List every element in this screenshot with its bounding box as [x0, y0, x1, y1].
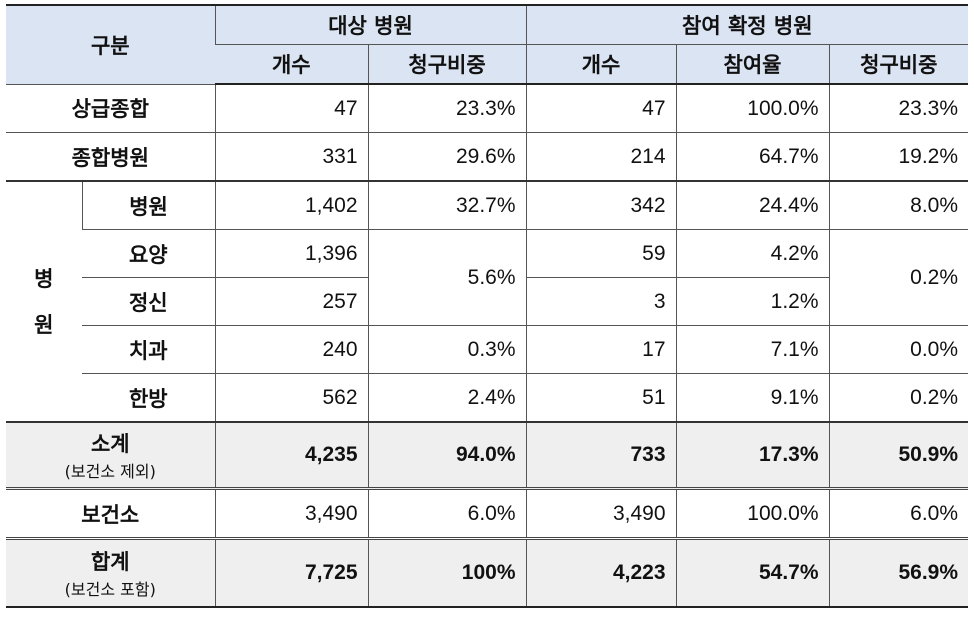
table-row: 요양 1,396 5.6% 59 4.2% 0.2% — [6, 229, 969, 326]
cell-share: 29.6% — [367, 132, 527, 182]
hospital-group-char-1: 병 — [34, 266, 54, 291]
cell-share2: 56.9% — [828, 538, 969, 608]
row-label: 병원 — [81, 181, 216, 230]
hospital-group-label: 병 원 — [6, 181, 82, 423]
cell-share: 2.4% — [367, 373, 527, 423]
cell-count2: 4,223 — [525, 538, 677, 608]
header-count-confirmed: 개수 — [525, 44, 677, 85]
cell-rate: 9.1% — [675, 373, 830, 423]
row-label: 정신 — [82, 277, 216, 326]
header-category: 구분 — [6, 4, 216, 85]
cell-share2: 23.3% — [828, 84, 969, 133]
total-row: 합계 (보건소 포함) 7,725 100% 4,223 54.7% 56.9% — [6, 538, 969, 608]
header-claim-share-confirmed: 청구비중 — [828, 44, 969, 85]
cell-count: 331 — [214, 132, 369, 182]
cell-share2: 19.2% — [828, 132, 969, 182]
row-label: 보건소 — [6, 488, 216, 540]
cell-count2: 3 — [525, 277, 677, 326]
cell-share: 23.3% — [367, 84, 527, 133]
cell-share2: 0.0% — [828, 325, 969, 374]
total-note: (보건소 포함) — [64, 580, 156, 599]
total-label: 합계 — [90, 550, 130, 574]
row-label: 종합병원 — [6, 132, 216, 182]
cell-count: 562 — [214, 373, 369, 423]
row-label: 상급종합 — [6, 84, 216, 133]
row-label: 요양 — [82, 229, 216, 278]
cell-share2-merged: 0.2% — [828, 229, 969, 326]
cell-count2: 17 — [525, 325, 677, 374]
cell-rate: 1.2% — [675, 277, 830, 326]
cell-count: 257 — [214, 277, 369, 326]
row-label: 소계 (보건소 제외) — [6, 422, 216, 490]
cell-rate: 100.0% — [675, 84, 830, 133]
header-row-2: 개수 청구비중 개수 참여율 청구비중 — [6, 44, 969, 85]
row-label: 합계 (보건소 포함) — [6, 538, 216, 608]
cell-count2: 3,490 — [525, 488, 677, 540]
cell-count: 4,235 — [214, 422, 369, 490]
cell-count: 240 — [214, 325, 369, 374]
cell-share: 94.0% — [367, 422, 527, 490]
cell-rate: 54.7% — [675, 538, 830, 608]
cell-count2: 214 — [525, 132, 677, 182]
header-claim-share: 청구비중 — [367, 44, 527, 85]
header-count: 개수 — [215, 44, 369, 85]
cell-count: 1,402 — [214, 181, 369, 230]
cell-share2: 50.9% — [828, 422, 969, 490]
cell-rate: 17.3% — [675, 422, 830, 490]
hospital-group-char-2: 원 — [34, 312, 54, 337]
table-row: 치과 240 0.3% 17 7.1% 0.0% — [6, 325, 969, 374]
cell-count: 47 — [214, 84, 369, 133]
header-participation-rate: 참여율 — [675, 44, 830, 85]
hospital-participation-table: 구분 대상 병원 참여 확정 병원 개수 청구비중 개수 참여율 청구비중 상급… — [6, 4, 969, 608]
cell-share-merged: 5.6% — [367, 229, 527, 326]
cell-rate: 24.4% — [675, 181, 830, 230]
cell-count2: 733 — [525, 422, 677, 490]
cell-share: 100% — [367, 538, 527, 608]
table-row: 상급종합 47 23.3% 47 100.0% 23.3% — [6, 84, 969, 133]
cell-rate: 64.7% — [675, 132, 830, 182]
cell-share2: 6.0% — [828, 488, 969, 540]
row-label: 한방 — [82, 373, 216, 423]
cell-count2: 59 — [525, 229, 677, 278]
table-row: 병 원 병원 1,402 32.7% 342 24.4% 8.0% — [6, 181, 969, 423]
cell-count2: 51 — [525, 373, 677, 423]
cell-count2: 47 — [525, 84, 677, 133]
cell-share: 32.7% — [367, 181, 527, 230]
cell-rate: 100.0% — [675, 488, 830, 540]
header-target-hospitals: 대상 병원 — [214, 4, 527, 45]
cell-count: 3,490 — [214, 488, 369, 540]
table-row: 보건소 3,490 6.0% 3,490 100.0% 6.0% — [6, 488, 969, 540]
subtotal-note: (보건소 제외) — [64, 462, 156, 481]
subtotal-label: 소계 — [90, 432, 130, 456]
subtotal-row: 소계 (보건소 제외) 4,235 94.0% 733 17.3% 50.9% — [6, 422, 969, 490]
header-row-1: 구분 대상 병원 참여 확정 병원 — [6, 4, 969, 85]
cell-share2: 0.2% — [828, 373, 969, 423]
header-confirmed-hospitals: 참여 확정 병원 — [525, 4, 969, 45]
cell-share: 0.3% — [367, 325, 527, 374]
cell-count: 7,725 — [214, 538, 369, 608]
cell-share2: 8.0% — [828, 181, 969, 230]
table-row: 종합병원 331 29.6% 214 64.7% 19.2% — [6, 132, 969, 182]
cell-share: 6.0% — [367, 488, 527, 540]
cell-count: 1,396 — [214, 229, 369, 278]
table-row: 정신 257 3 1.2% — [6, 277, 968, 326]
table-row: 한방 562 2.4% 51 9.1% 0.2% — [6, 373, 969, 423]
cell-count2: 342 — [525, 181, 677, 230]
row-label: 치과 — [82, 325, 216, 374]
cell-rate: 4.2% — [675, 229, 830, 278]
cell-rate: 7.1% — [675, 325, 830, 374]
